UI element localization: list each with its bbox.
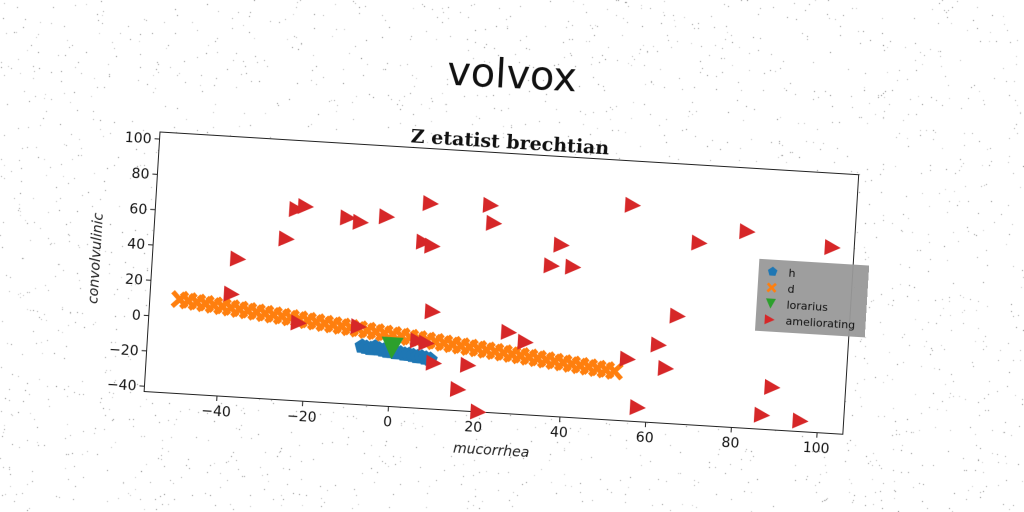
data-point-ameliorating	[424, 237, 441, 254]
data-point-lorarius	[381, 336, 404, 360]
x-tick-label: 80	[721, 435, 740, 452]
legend-label: lorarius	[786, 299, 828, 315]
y-tick-label: 100	[124, 130, 152, 148]
data-point-ameliorating	[691, 234, 708, 251]
data-point-ameliorating	[422, 195, 439, 212]
data-point-ameliorating	[739, 223, 756, 240]
x-axis-label: mucorrhea	[453, 440, 530, 461]
data-point-ameliorating	[415, 233, 433, 250]
data-point-ameliorating	[418, 334, 435, 351]
series-ameliorating	[223, 195, 841, 429]
data-point-ameliorating	[619, 350, 636, 367]
data-point-ameliorating	[425, 354, 443, 371]
data-point-ameliorating	[350, 318, 367, 335]
data-point-ameliorating	[459, 356, 477, 373]
legend-label: ameliorating	[785, 315, 855, 332]
legend-marker-d	[766, 282, 777, 293]
data-point-ameliorating	[629, 399, 646, 416]
data-point-ameliorating	[564, 258, 582, 275]
data-point-ameliorating	[297, 198, 315, 214]
x-tick-label: −40	[201, 403, 231, 421]
y-axis-label: convolvulinic	[85, 212, 107, 304]
data-point-ameliorating	[517, 333, 534, 350]
x-tick-label: −20	[287, 408, 317, 426]
data-point-ameliorating	[657, 360, 675, 377]
data-point-ameliorating	[290, 314, 307, 331]
x-tick-label: 20	[464, 419, 483, 436]
data-point-ameliorating	[753, 406, 771, 423]
data-point-ameliorating	[500, 323, 518, 340]
series-lorarius	[381, 336, 404, 360]
scatter-chart: −40 −20 0 20 40 60 80 100 −40 −20 0 20 40 60 80 100 muco…	[85, 130, 870, 461]
legend-label: d	[787, 283, 795, 296]
data-point-ameliorating	[624, 196, 642, 213]
legend-label: h	[788, 267, 796, 280]
data-point-ameliorating	[424, 303, 441, 320]
data-point-ameliorating	[378, 208, 396, 225]
legend-marker-h	[767, 266, 778, 276]
y-tick-label: 0	[131, 308, 141, 325]
legend-box	[754, 258, 870, 338]
plot-area-frame	[143, 131, 860, 435]
x-tick-label: 40	[550, 424, 569, 441]
series-d	[170, 290, 624, 381]
y-tick-label: −20	[109, 342, 139, 360]
y-tick-label: 80	[131, 166, 150, 183]
data-point-ameliorating	[288, 201, 306, 217]
data-point-ameliorating	[352, 213, 369, 230]
data-point-ameliorating	[792, 412, 809, 429]
data-point-ameliorating	[669, 307, 686, 324]
legend-marker-ameliorating	[764, 314, 775, 325]
chart-panel: Z etatist brechtian −40 −20 0 20 40 60 80 100 −4…	[85, 125, 870, 461]
data-point-ameliorating	[824, 239, 841, 256]
x-tick-label: 60	[635, 430, 654, 447]
data-point-ameliorating	[339, 209, 357, 226]
data-point-ameliorating	[650, 336, 667, 353]
y-tick-label: 60	[129, 201, 148, 218]
data-point-ameliorating	[485, 214, 503, 231]
data-point-ameliorating	[409, 332, 427, 349]
data-point-ameliorating	[449, 380, 467, 397]
y-tick-label: −40	[106, 377, 136, 395]
data-point-ameliorating	[764, 378, 781, 395]
data-point-ameliorating	[543, 257, 560, 274]
data-point-ameliorating	[229, 250, 247, 267]
data-point-ameliorating	[553, 236, 570, 253]
data-point-ameliorating	[223, 285, 240, 302]
y-tick-label: 40	[127, 236, 146, 253]
x-tick-label: 0	[383, 414, 393, 431]
data-point-ameliorating	[278, 230, 295, 247]
data-point-ameliorating	[482, 196, 500, 213]
legend-marker-lorarius	[765, 298, 776, 309]
data-point-ameliorating	[469, 403, 487, 420]
y-tick-label: 20	[125, 272, 144, 289]
x-tick-label: 100	[802, 440, 830, 458]
data-point-d	[605, 361, 624, 381]
